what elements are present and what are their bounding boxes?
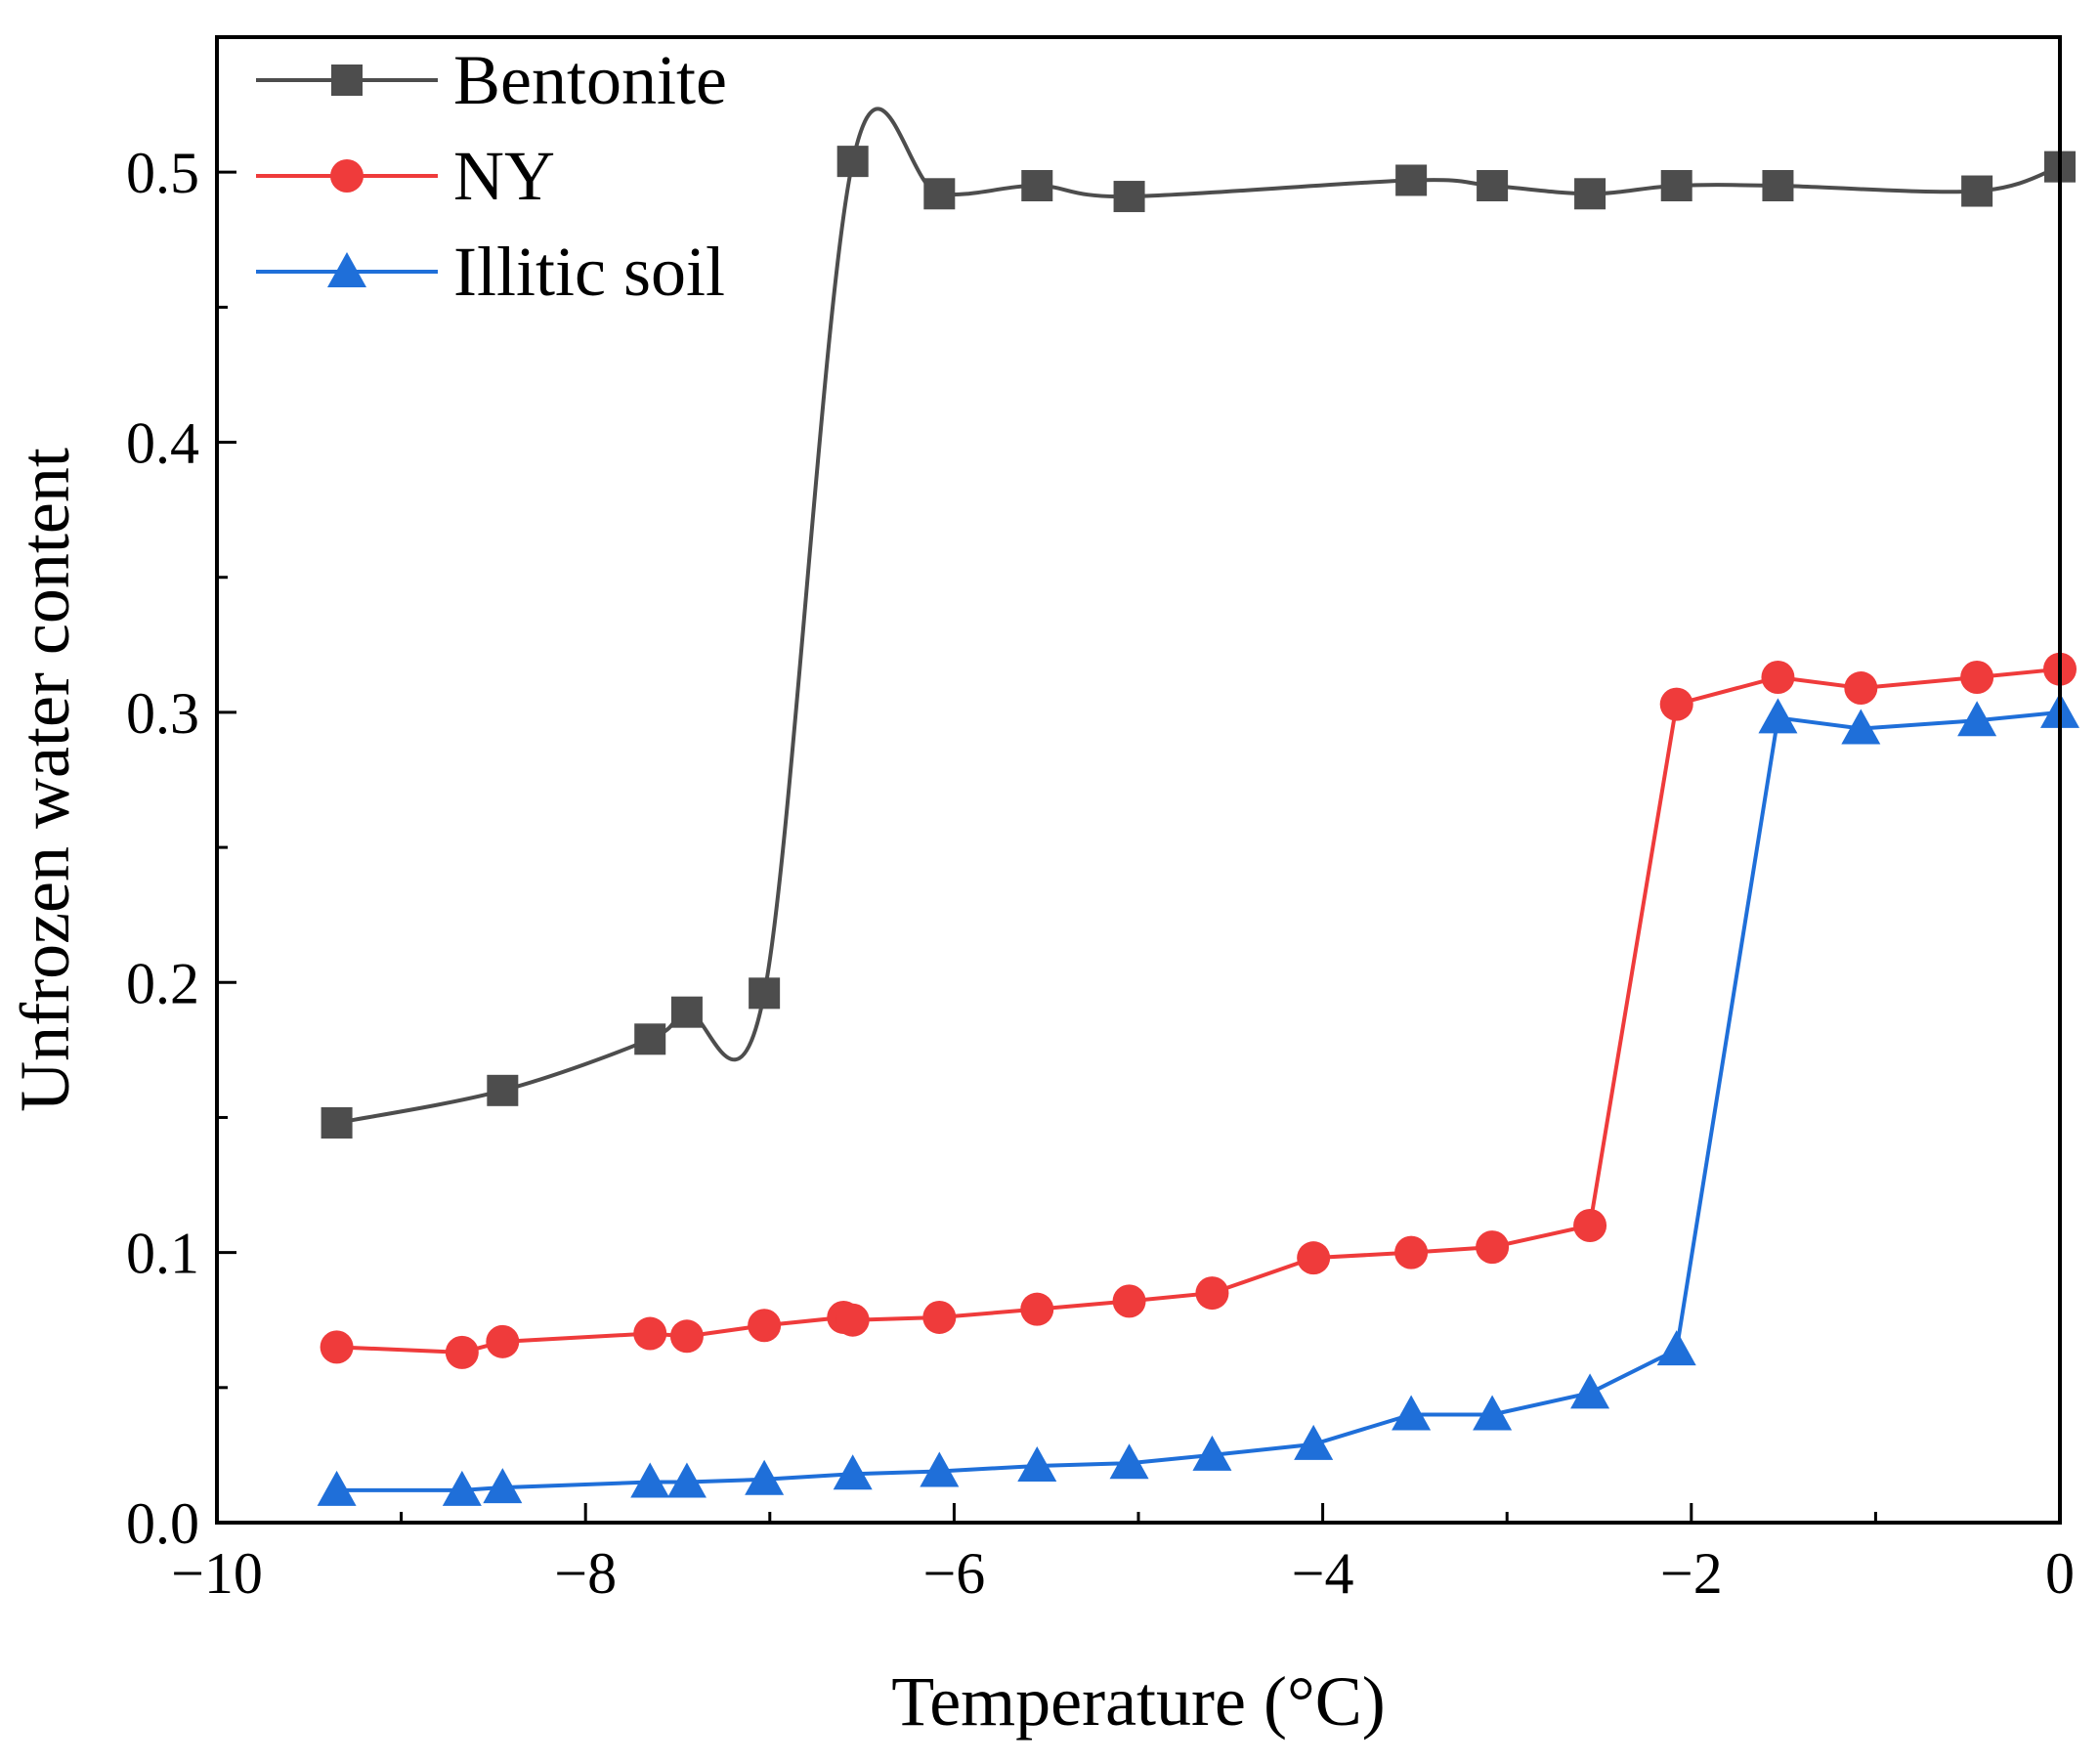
x-tick-label: −8 xyxy=(554,1541,617,1606)
data-point xyxy=(920,1451,960,1487)
legend-marker xyxy=(330,159,364,193)
series-illitic-soil xyxy=(317,692,2079,1506)
y-tick-label: 0.3 xyxy=(126,681,199,746)
data-point xyxy=(1957,701,1997,737)
data-point xyxy=(1392,1395,1432,1431)
data-point xyxy=(1960,660,1994,694)
data-point xyxy=(1659,687,1693,721)
data-point xyxy=(836,146,869,178)
x-tick-label: −2 xyxy=(1660,1541,1723,1606)
data-point xyxy=(835,1303,870,1337)
data-point xyxy=(1476,1230,1510,1265)
data-point xyxy=(633,1316,667,1351)
data-point xyxy=(1473,1395,1513,1431)
data-point xyxy=(483,1468,523,1504)
y-tick-label: 0.5 xyxy=(126,141,199,205)
data-point xyxy=(923,178,956,210)
data-point xyxy=(486,1324,520,1358)
data-point xyxy=(1761,660,1795,694)
legend-item: Bentonite xyxy=(256,41,727,119)
data-point xyxy=(630,1462,670,1498)
data-point xyxy=(922,1300,957,1334)
data-point xyxy=(317,1470,357,1506)
legend-label: Illitic soil xyxy=(453,233,725,311)
legend-label: Bentonite xyxy=(453,41,727,119)
x-tick-label: 0 xyxy=(2045,1541,2075,1606)
x-tick-label: −10 xyxy=(171,1541,263,1606)
legend-marker xyxy=(331,65,363,96)
data-point xyxy=(320,1330,354,1364)
data-point xyxy=(1112,1284,1146,1318)
series-bentonite xyxy=(321,107,2076,1139)
data-point xyxy=(1570,1373,1610,1409)
data-point xyxy=(1192,1435,1232,1471)
x-tick-label: −6 xyxy=(922,1541,985,1606)
data-point xyxy=(669,1319,704,1354)
data-point xyxy=(1109,1443,1149,1480)
data-point xyxy=(1113,181,1145,213)
data-point xyxy=(634,1023,666,1055)
data-point xyxy=(1758,698,1798,734)
legend-item: Illitic soil xyxy=(256,233,725,311)
data-point xyxy=(749,977,781,1010)
data-point xyxy=(1841,709,1881,745)
data-point xyxy=(1573,1209,1607,1242)
data-point xyxy=(1660,170,1692,201)
data-point xyxy=(1394,1235,1429,1269)
data-point xyxy=(1762,170,1794,201)
y-tick-label: 0.4 xyxy=(126,411,199,476)
axes-layer: −10 −8 −6 −4 −2 0 0.0 0.1 0.2 0.3 0.4 0.5 xyxy=(126,35,2075,1606)
y-axis-title: Unfrozen water content xyxy=(6,448,84,1112)
data-point xyxy=(1961,175,1993,207)
data-point xyxy=(748,1309,782,1343)
data-point xyxy=(445,1335,479,1369)
data-point xyxy=(1844,671,1878,706)
data-point xyxy=(1395,164,1428,196)
legend-marker xyxy=(327,252,366,287)
legend: Bentonite NY Illitic soil xyxy=(256,41,727,311)
y-tick-label: 0.0 xyxy=(126,1491,199,1556)
data-point xyxy=(1297,1241,1331,1275)
data-point xyxy=(1020,1292,1054,1326)
legend-item: NY xyxy=(256,137,555,215)
data-point xyxy=(1195,1276,1229,1311)
data-point xyxy=(1656,1330,1696,1366)
x-tick-label: −4 xyxy=(1292,1541,1354,1606)
x-axis-title: Temperature (°C) xyxy=(891,1662,1386,1741)
data-point xyxy=(670,996,703,1028)
data-point xyxy=(1021,170,1053,201)
legend-label: NY xyxy=(453,137,555,215)
data-point xyxy=(1294,1424,1334,1460)
data-point xyxy=(442,1470,482,1506)
data-point xyxy=(487,1074,519,1106)
data-point xyxy=(321,1106,353,1139)
data-point xyxy=(666,1462,707,1498)
y-tick-label: 0.1 xyxy=(126,1222,199,1286)
y-tick-label: 0.2 xyxy=(126,951,199,1015)
data-point xyxy=(1574,178,1606,210)
data-point xyxy=(833,1454,873,1490)
data-point xyxy=(1017,1445,1057,1482)
data-point xyxy=(1477,170,1509,201)
data-point xyxy=(745,1459,785,1495)
